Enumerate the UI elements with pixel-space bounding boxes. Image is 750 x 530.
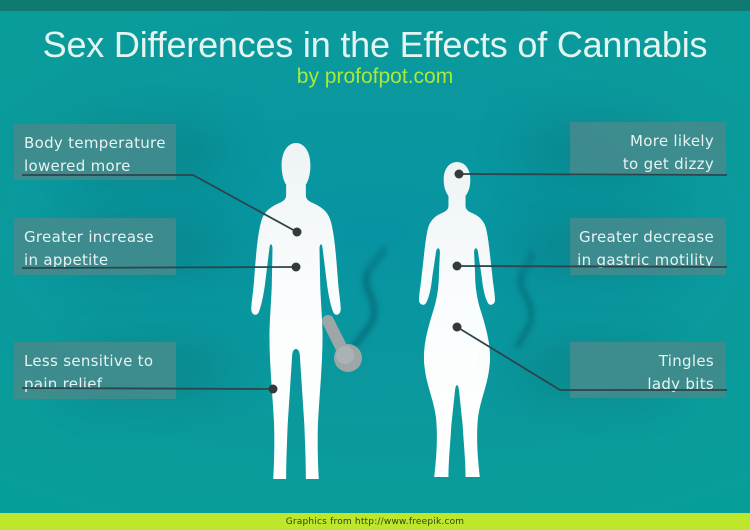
male-silhouette xyxy=(251,143,341,480)
label-appetite: Greater increase in appetite xyxy=(14,218,176,275)
footer-credit: Graphics from http://www.freepik.com xyxy=(285,516,465,527)
label-body-temperature: Body temperature lowered more xyxy=(14,124,176,180)
page-title: Sex Differences in the Effects of Cannab… xyxy=(42,24,708,65)
footer-bar: Graphics from http://www.freepik.com xyxy=(0,513,750,530)
page-subtitle: by profofpot.com xyxy=(296,65,454,88)
bong-icon xyxy=(322,315,362,372)
label-gastric-motility: Greater decrease in gastric motility xyxy=(570,218,726,275)
female-silhouette xyxy=(419,162,495,477)
label-lady-bits: Tingles lady bits xyxy=(570,342,726,398)
label-dizzy: More likely to get dizzy xyxy=(570,122,726,176)
top-accent-bar xyxy=(0,0,750,11)
label-pain-relief: Less sensitive to pain relief xyxy=(14,342,176,399)
smoke-wisp-female xyxy=(514,250,535,349)
